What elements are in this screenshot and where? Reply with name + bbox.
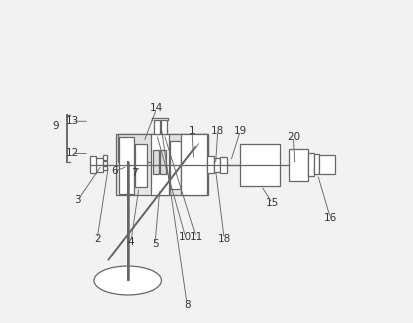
Bar <box>171 141 181 189</box>
Bar <box>214 158 220 172</box>
Text: 1: 1 <box>189 126 195 136</box>
Text: 5: 5 <box>152 238 158 248</box>
Text: 4: 4 <box>128 237 134 247</box>
Text: 20: 20 <box>287 132 300 142</box>
Text: 10: 10 <box>179 232 192 242</box>
Text: 8: 8 <box>184 300 190 310</box>
Text: 2: 2 <box>94 234 100 244</box>
Bar <box>119 137 135 194</box>
Text: 15: 15 <box>266 198 279 208</box>
Bar <box>154 120 159 134</box>
Bar <box>220 157 227 173</box>
Text: 7: 7 <box>131 168 138 178</box>
Bar <box>103 166 107 170</box>
Bar <box>181 134 207 195</box>
Text: 14: 14 <box>150 103 163 113</box>
Bar <box>151 134 169 195</box>
Bar <box>95 158 102 172</box>
Bar <box>319 155 335 174</box>
Bar <box>160 150 166 174</box>
Text: 13: 13 <box>65 116 79 126</box>
Ellipse shape <box>94 266 161 295</box>
Bar <box>308 153 313 176</box>
Bar <box>135 144 147 187</box>
Bar <box>118 134 208 162</box>
Bar <box>154 150 159 174</box>
Bar <box>207 156 214 173</box>
Bar <box>103 155 107 160</box>
Bar <box>90 156 96 173</box>
Text: 3: 3 <box>74 195 81 205</box>
Text: 12: 12 <box>65 149 79 159</box>
Text: 11: 11 <box>190 232 203 242</box>
Text: 6: 6 <box>112 166 118 176</box>
Bar <box>103 161 107 165</box>
Bar <box>313 154 319 174</box>
Text: 9: 9 <box>53 121 59 131</box>
Text: 19: 19 <box>234 126 247 136</box>
Text: 18: 18 <box>218 234 231 244</box>
Bar <box>116 134 208 195</box>
Text: 16: 16 <box>324 213 337 223</box>
Bar <box>161 120 166 134</box>
Bar <box>240 144 280 186</box>
Bar <box>289 149 308 181</box>
Text: 18: 18 <box>211 126 224 136</box>
